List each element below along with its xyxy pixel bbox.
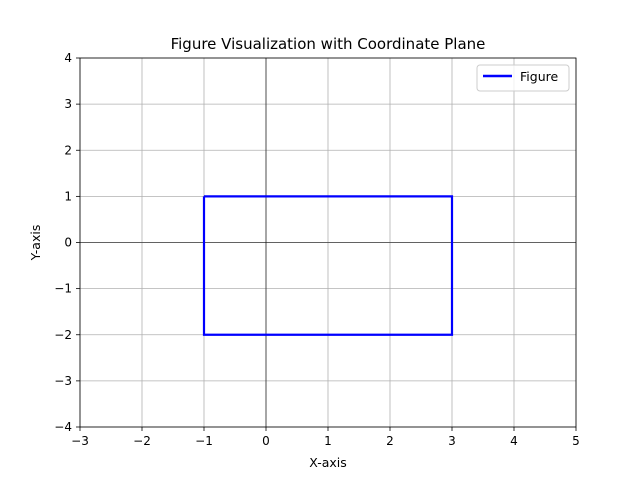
reference-lines [80, 58, 576, 427]
y-tick-label: −3 [54, 374, 72, 388]
x-tick-label: 5 [572, 434, 580, 448]
y-axis-label: Y-axis [28, 225, 43, 262]
x-tick-label: 1 [324, 434, 332, 448]
y-tick-label: 2 [64, 143, 72, 157]
y-tick-label: −4 [54, 420, 72, 434]
legend-label: Figure [520, 69, 558, 84]
y-tick-label: 1 [64, 189, 72, 203]
x-axis-label: X-axis [309, 455, 347, 470]
x-tick-label: −1 [195, 434, 213, 448]
y-tick-label: 0 [64, 236, 72, 250]
series-layer [202, 195, 454, 336]
x-tick-label: −3 [71, 434, 89, 448]
legend-box [476, 64, 570, 92]
x-tick-label: 3 [448, 434, 456, 448]
legend: Figure [476, 64, 570, 92]
y-tick-label: 3 [64, 97, 72, 111]
series-line-figure [202, 195, 454, 336]
y-tick-label: −1 [54, 282, 72, 296]
x-tick-label: 0 [262, 434, 270, 448]
x-tick-label: −2 [133, 434, 151, 448]
x-tick-label: 4 [510, 434, 518, 448]
chart-title: Figure Visualization with Coordinate Pla… [171, 35, 486, 53]
x-tick-label: 2 [386, 434, 394, 448]
y-tick-label: −2 [54, 328, 72, 342]
y-tick-label: 4 [64, 51, 72, 65]
